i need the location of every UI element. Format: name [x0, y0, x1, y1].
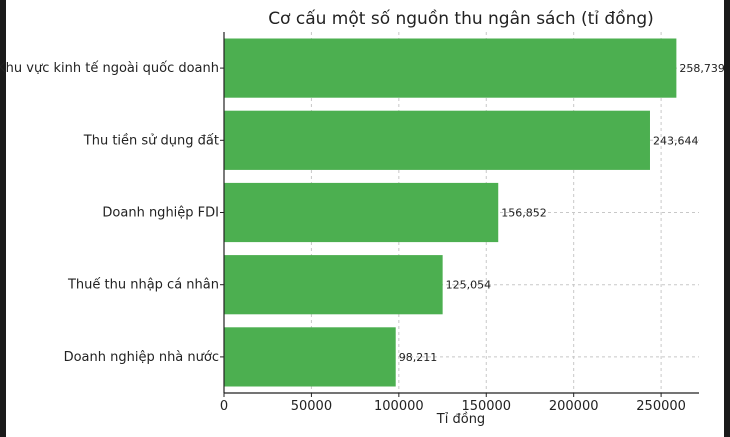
category-label: Khu vực kinh tế ngoài quốc doanh	[0, 61, 219, 76]
x-tick-label: 250000	[636, 399, 686, 414]
x-tick-label: 100000	[374, 399, 424, 414]
data-label: 98,211	[399, 351, 438, 364]
data-label: 125,054	[446, 279, 492, 292]
x-tick-labels: 0 50000 100000 150000 200000 250000	[220, 399, 686, 414]
x-tick-label: 200000	[549, 399, 599, 414]
bar	[224, 38, 677, 98]
x-axis-label: Tỉ đồng	[436, 412, 485, 427]
category-labels: Khu vực kinh tế ngoài quốc doanh Thu tiền…	[0, 61, 219, 365]
axes	[220, 32, 699, 397]
x-tick-label: 150000	[461, 399, 511, 414]
data-label: 156,852	[501, 207, 546, 220]
data-label: 258,739	[679, 62, 725, 75]
bar	[224, 182, 499, 243]
x-tick-label: 50000	[291, 399, 332, 414]
chart-title: Cơ cấu một số nguồn thu ngân sách (tỉ đồ…	[268, 8, 654, 29]
category-label: Thuế thu nhập cá nhân	[67, 278, 219, 293]
category-label: Doanh nghiệp FDI	[102, 206, 219, 221]
bars	[224, 38, 677, 387]
category-label: Thu tiền sử dụng đất	[83, 133, 219, 148]
data-label: 243,644	[653, 134, 699, 147]
bar	[224, 110, 650, 170]
bar	[224, 255, 443, 315]
category-label: Doanh nghiệp nhà nước	[64, 350, 219, 365]
data-labels: 258,739 243,644 156,852 125,054 98,211	[399, 62, 725, 364]
x-tick-label: 0	[220, 399, 228, 414]
bar	[224, 327, 396, 387]
